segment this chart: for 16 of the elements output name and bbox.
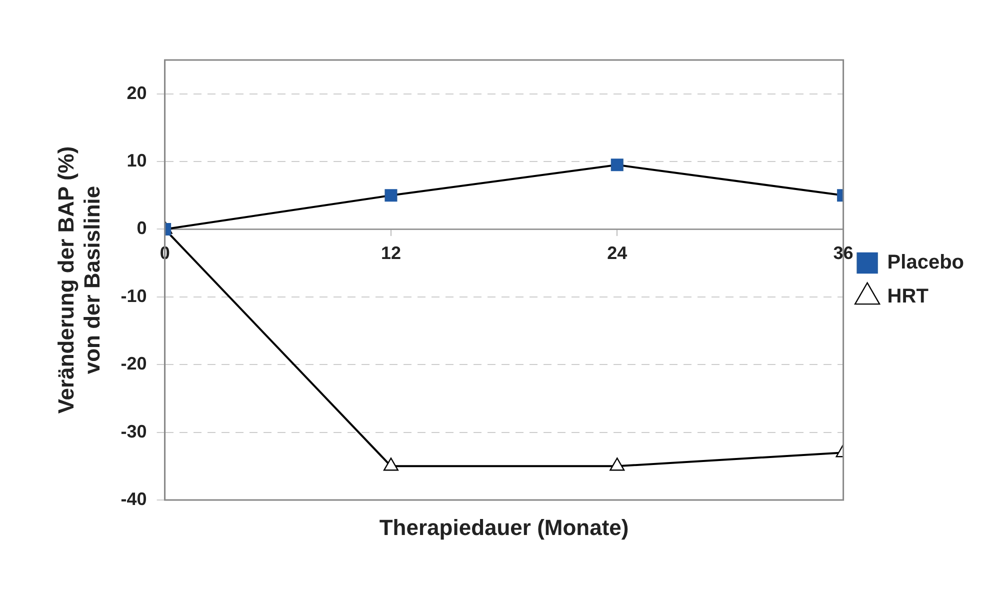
- x-tick-label: 12: [380, 243, 401, 263]
- y-tick-label: 10: [126, 150, 147, 171]
- y-tick-label: -10: [120, 286, 147, 306]
- y-tick-label: -30: [120, 421, 147, 442]
- point: [610, 458, 625, 471]
- legend-label: Placebo: [887, 252, 964, 274]
- x-tick-label: 36: [833, 243, 854, 263]
- x-axis-title: Therapiedauer (Monate): [379, 515, 629, 540]
- y-tick-label: -20: [120, 354, 147, 374]
- y-tick-label: -40: [120, 488, 147, 509]
- point: [383, 458, 399, 471]
- y-tick-label: 0: [136, 218, 147, 238]
- x-tick-label: 24: [607, 243, 628, 263]
- legend-label: HRT: [887, 286, 928, 308]
- y-axis-title: Veränderung der BAP (%) von der Basislinie: [53, 146, 105, 414]
- y-tick-label: 20: [126, 82, 147, 103]
